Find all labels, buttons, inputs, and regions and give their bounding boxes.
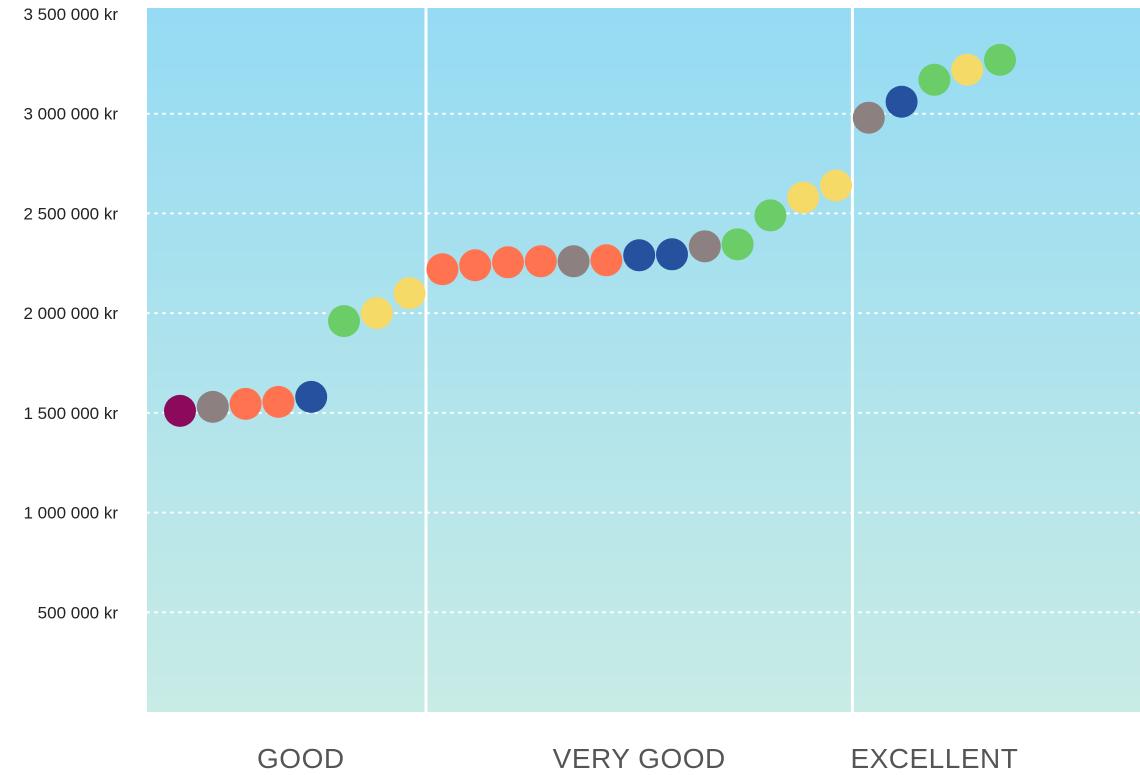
y-tick-label: 3 000 000 kr [23,105,118,124]
data-point [262,385,295,418]
data-point [688,230,721,263]
data-point [918,63,951,96]
data-point [820,169,852,202]
data-point [295,380,328,413]
data-point [164,394,196,427]
y-tick-label: 2 500 000 kr [23,204,118,223]
data-point [951,53,984,86]
y-axis-ticks: 3 500 000 kr 3 000 000 kr 2 500 000 kr 2 00… [23,5,118,622]
y-tick-label: 500 000 kr [38,603,119,622]
data-point [229,387,262,420]
data-point [852,101,885,134]
category-dividers [424,8,854,712]
data-point [557,245,590,278]
y-tick-label: 1 000 000 kr [23,504,118,523]
data-point [426,253,459,286]
data-point [721,228,754,261]
category-label: VERY GOOD [553,743,726,774]
plot-background [147,8,1140,712]
category-label: EXCELLENT [850,743,1018,774]
y-tick-label: 2 000 000 kr [23,304,118,323]
data-point [492,246,524,279]
data-point [984,43,1016,76]
gridlines [146,112,1140,614]
data-point [787,181,820,214]
data-point [524,245,557,278]
data-point [590,244,623,277]
x-axis-categories: GOOD VERY GOOD EXCELLENT [257,743,1018,774]
data-point [885,85,918,118]
data-point [393,277,426,310]
category-label: GOOD [257,743,345,774]
data-point [196,390,229,423]
data-point [360,297,393,330]
y-tick-label: 3 500 000 kr [23,5,118,24]
data-point [754,199,787,232]
data-point [328,305,360,338]
data-point [459,249,492,282]
data-points [164,43,1016,427]
y-tick-label: 1 500 000 kr [23,404,118,423]
data-point [623,239,656,272]
data-point [656,238,688,271]
